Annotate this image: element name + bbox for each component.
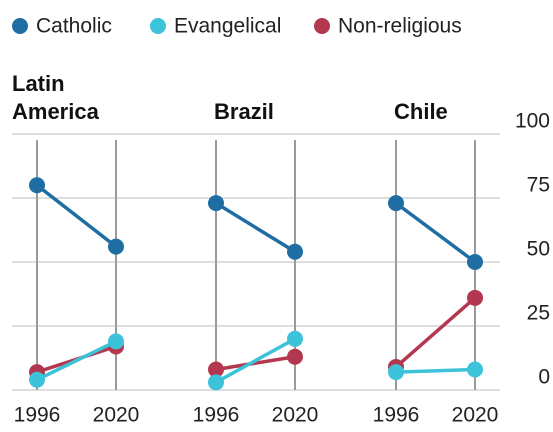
- data-point: [208, 374, 224, 391]
- legend-dot: [12, 18, 28, 34]
- series-line: [394, 296, 477, 369]
- data-point: [29, 177, 45, 194]
- panel-title: Brazil: [214, 99, 274, 124]
- series-line: [395, 367, 476, 374]
- x-tick-label: 1996: [193, 404, 240, 427]
- panel-title: Latin America: [12, 71, 99, 124]
- data-point: [467, 361, 483, 378]
- y-tick-label: 100: [515, 110, 550, 133]
- data-point: [108, 238, 124, 255]
- series-line: [394, 201, 477, 264]
- legend-dot: [314, 18, 330, 34]
- series-line: [36, 339, 117, 382]
- y-tick-label: 50: [527, 238, 550, 261]
- data-point: [287, 243, 303, 260]
- data-point: [29, 371, 45, 388]
- legend-label: Evangelical: [174, 15, 281, 38]
- data-point: [467, 289, 483, 306]
- series-line: [215, 337, 296, 384]
- x-tick-label: 1996: [373, 404, 420, 427]
- data-point: [208, 361, 224, 378]
- series-line: [35, 183, 118, 249]
- x-tick-label: 1996: [14, 404, 61, 427]
- data-point: [467, 254, 483, 270]
- x-tick-label: 2020: [93, 404, 140, 427]
- series-line: [215, 201, 296, 254]
- legend-dot: [150, 18, 166, 34]
- y-tick-label: 75: [527, 174, 550, 197]
- x-tick-label: 2020: [272, 404, 319, 427]
- data-point: [208, 195, 224, 212]
- data-point: [388, 195, 404, 212]
- data-point: [108, 333, 124, 350]
- data-point: [287, 330, 303, 347]
- data-point: [287, 348, 303, 365]
- data-point: [388, 364, 404, 381]
- legend-label: Catholic: [36, 15, 112, 38]
- y-tick-label: 25: [527, 302, 550, 325]
- panel-title: Chile: [394, 99, 448, 124]
- legend-label: Non-religious: [338, 15, 462, 38]
- y-tick-label: 0: [538, 366, 550, 389]
- series-line: [215, 354, 296, 372]
- x-tick-label: 2020: [452, 404, 499, 427]
